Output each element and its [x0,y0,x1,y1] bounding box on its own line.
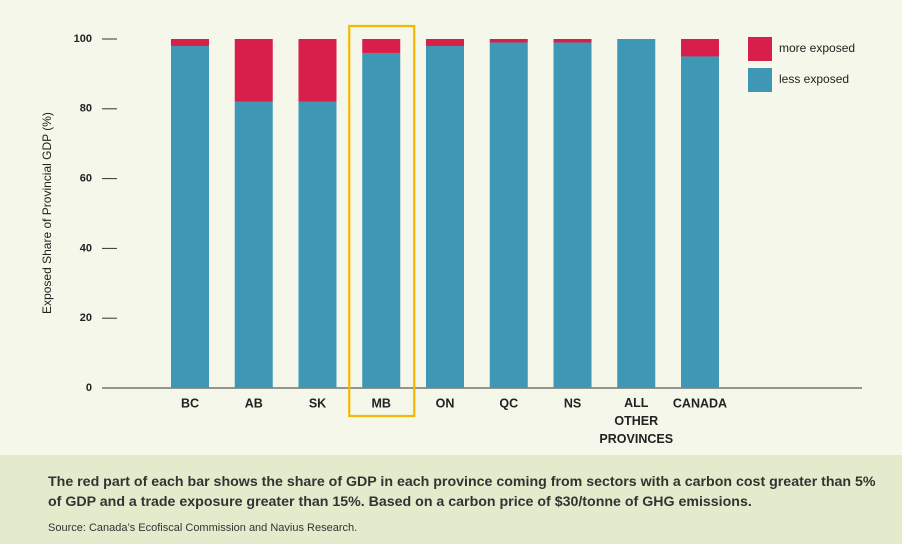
y-axis-label: Exposed Share of Provincial GDP (%) [40,112,54,314]
x-tick-label: SK [309,396,326,410]
bar-segment [426,39,464,46]
source: Source: Canada’s Ecofiscal Commission an… [48,522,358,534]
bar-segment [234,39,273,102]
x-tick-label-line: PROVINCES [599,432,673,446]
bar-segment [171,45,209,388]
bar-segment [171,39,209,46]
y-tick-label: 20 [80,312,92,324]
x-tick-label: ALL OTHER PROVINCES [599,396,673,446]
bar-segment [426,45,464,388]
bar-segment [489,39,528,43]
bar-segment [489,42,528,389]
x-tick-label: NS [564,396,581,410]
caption-band: The red part of each bar shows the share… [0,455,902,544]
legend-label: more exposed [779,41,855,55]
chart: Exposed Share of Provincial GDP (%) 0 20 4… [40,24,862,446]
bar-segment [362,39,401,53]
y-tick-label: 0 [86,382,92,394]
y-tick-label: 60 [80,173,92,185]
bar-segment [298,39,337,102]
legend-label: less exposed [779,72,849,86]
bar-segment [617,39,656,388]
highlight-box [348,24,416,418]
x-tick-label: CANADA [673,396,727,410]
bar-segment [234,101,273,388]
x-tick-label: QC [499,396,518,410]
x-tick-label: MB [372,396,391,410]
y-tick-label: 40 [80,242,92,254]
x-tick-label: AB [245,396,263,410]
x-tick-label: ON [436,396,455,410]
x-tick-label-line: ALL [624,396,649,410]
bar-segment [362,52,401,389]
bar-segment [553,42,592,389]
y-tick-label: 100 [74,33,92,45]
bar-segment [298,101,337,388]
x-tick-label: BC [181,396,199,410]
y-tick-label: 80 [80,103,92,115]
bar-segment [681,56,719,388]
caption: The red part of each bar shows the share… [48,474,876,510]
bar-segment [681,39,719,57]
bar-segment [553,39,592,43]
x-tick-label-line: OTHER [614,414,658,428]
legend-swatch [748,68,772,92]
legend-swatch [748,37,772,61]
